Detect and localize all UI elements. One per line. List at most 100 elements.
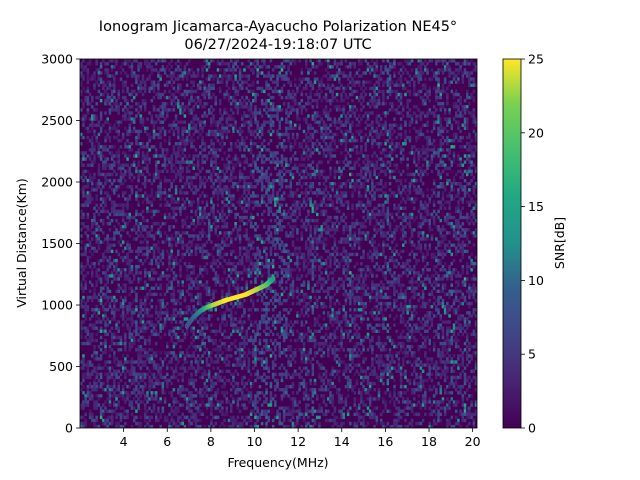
noise-cell [135,209,138,214]
noise-cell [126,206,129,210]
noise-cell [82,68,85,72]
noise-cell [86,215,90,220]
noise-cell [263,308,266,312]
noise-cell [210,400,213,404]
noise-cell [93,249,96,254]
noise-cell [82,375,85,380]
noise-cell [236,157,240,161]
noise-cell [135,286,138,290]
noise-cell [227,188,231,192]
noise-cell [143,175,147,180]
noise-cell [80,271,83,275]
noise-cell [229,280,233,284]
noise-cell [157,277,160,281]
noise-cell [276,65,279,69]
noise-cell [166,354,169,358]
noise-cell [269,234,273,238]
noise-cell [190,391,193,395]
noise-cell [135,154,138,158]
noise-cell [124,80,127,84]
noise-cell [95,394,98,398]
noise-cell [174,421,178,426]
noise-cell [282,388,286,392]
noise-cell [113,145,116,149]
noise-cell [148,261,151,266]
noise-cell [269,261,273,266]
noise-cell [137,129,140,134]
noise-cell [256,394,259,398]
noise-cell [216,415,220,420]
noise-cell [280,163,284,167]
noise-cell [121,397,125,401]
noise-cell [260,409,264,413]
noise-cell [203,185,207,189]
noise-cell [132,335,136,340]
noise-cell [285,261,288,266]
noise-cell [269,329,273,333]
noise-cell [221,409,224,413]
noise-cell [214,329,218,333]
noise-cell [207,129,211,134]
noise-cell [201,283,204,287]
noise-cell [110,326,114,330]
noise-cell [271,308,275,312]
noise-cell [232,117,235,121]
noise-cell [236,388,240,392]
noise-cell [190,80,193,84]
noise-cell [234,102,237,106]
noise-cell [241,135,244,140]
noise-cell [183,182,187,186]
noise-cell [135,138,138,143]
noise-cell [263,329,266,333]
noise-cell [172,74,176,78]
noise-cell [137,169,140,174]
noise-cell [119,203,123,207]
noise-cell [166,108,169,112]
noise-cell [192,344,195,349]
noise-cell [196,157,200,161]
noise-cell [102,160,105,164]
noise-cell [214,188,218,192]
noise-cell [241,286,244,290]
noise-cell [135,191,138,195]
noise-cell [201,246,204,250]
noise-cell [152,381,156,386]
noise-cell [183,261,187,266]
noise-cell [130,191,134,195]
noise-cell [121,163,125,167]
noise-cell [203,317,207,321]
noise-cell [166,363,169,367]
noise-cell [157,381,160,386]
noise-cell [285,215,288,220]
chart-subtitle: 06/27/2024-19:18:07 UTC [184,37,371,53]
noise-cell [130,89,134,94]
noise-cell [130,120,134,124]
noise-cell [110,182,114,186]
noise-cell [91,412,94,417]
noise-cell [245,258,248,263]
noise-cell [196,406,200,410]
noise-cell [157,409,160,413]
noise-cell [245,289,248,294]
noise-cell [172,341,176,346]
noise-cell [143,286,147,290]
noise-cell [274,80,277,84]
noise-cell [236,424,240,428]
noise-cell [241,255,244,260]
noise-cell [159,424,162,428]
noise-cell [108,166,112,171]
noise-cell [179,163,182,167]
noise-cell [139,225,143,229]
noise-cell [108,265,112,269]
noise-cell [269,354,273,358]
noise-cell [102,206,105,210]
noise-cell [117,421,120,426]
noise-cell [188,138,191,143]
noise-cell [137,348,140,352]
noise-cell [117,89,120,94]
noise-cell [271,160,275,164]
noise-cell [110,166,114,171]
noise-cell [207,212,211,217]
noise-cell [212,289,215,294]
noise-cell [126,255,129,260]
